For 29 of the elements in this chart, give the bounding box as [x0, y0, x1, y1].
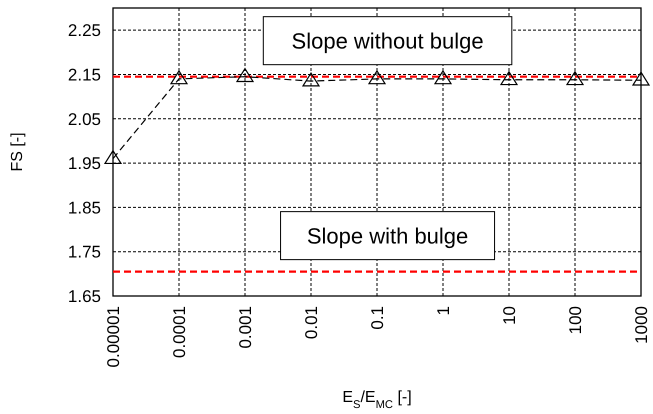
- x-tick-label: 10: [500, 306, 519, 325]
- x-tick-label: 0.01: [302, 306, 321, 340]
- point: [104, 150, 122, 164]
- ref-line-label: Slope without bulge: [292, 28, 484, 54]
- ref-line-label: Slope with bulge: [306, 224, 468, 249]
- y-tick-label: 1.95: [68, 154, 101, 174]
- point: [566, 71, 584, 86]
- y-tick-label: 2.25: [68, 21, 101, 40]
- y-tick-label: 1.85: [68, 198, 101, 218]
- x-tick-label: 100: [566, 306, 585, 334]
- point: [632, 72, 650, 86]
- point: [434, 70, 452, 84]
- x-tick-label: 1000: [632, 306, 651, 344]
- x-tick-label: 0.001: [236, 306, 255, 349]
- point: [170, 70, 188, 84]
- x-tick-label: 1: [434, 306, 453, 316]
- y-tick-label: 2.05: [68, 110, 101, 129]
- point: [368, 70, 386, 84]
- y-tick-label: 1.75: [68, 242, 101, 262]
- point: [236, 68, 254, 82]
- point: [500, 71, 518, 86]
- y-tick-label: 2.15: [68, 65, 101, 84]
- y-tick-label: 1.65: [68, 287, 101, 306]
- point: [302, 72, 320, 87]
- x-axis-title: E$_{S}$/E$_{MC}$ [-]: [342, 389, 412, 411]
- x-tick-label: 0.0001: [170, 306, 189, 358]
- x-tick-label: 0.00001: [104, 306, 123, 368]
- y-axis-title: FS [-]: [9, 132, 26, 172]
- x-tick-label: 0.1: [368, 306, 387, 330]
